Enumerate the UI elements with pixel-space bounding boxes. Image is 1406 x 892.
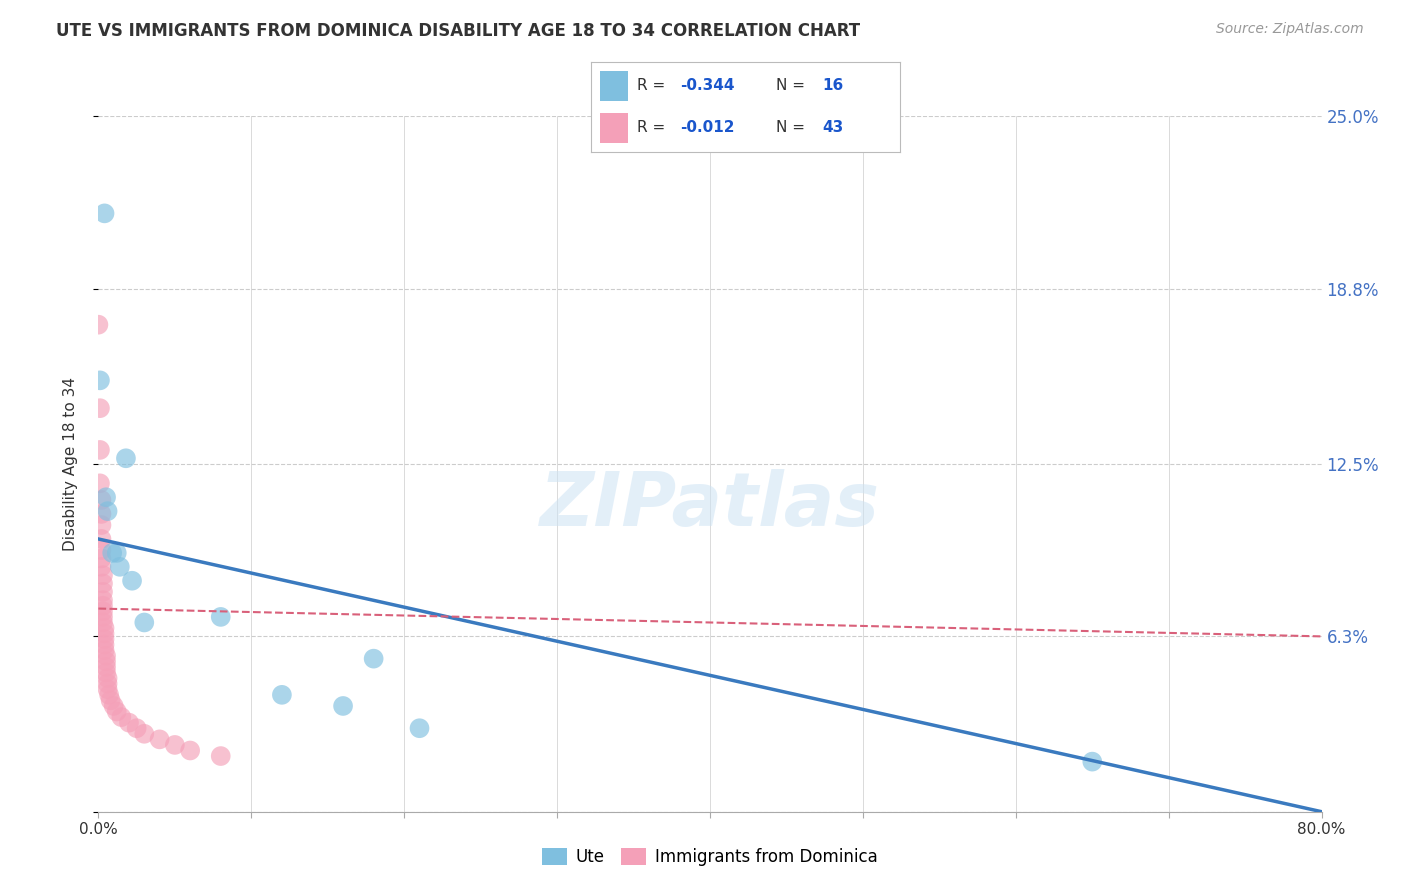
Point [134,727,156,741]
Bar [600,71,627,101]
Point [408,721,430,735]
Text: N =: N = [776,120,810,135]
Point [91,604,114,618]
Point [363,651,385,665]
Point [89,442,111,457]
Point [91,568,114,582]
Text: R =: R = [637,78,671,93]
Point [90,543,112,558]
Text: UTE VS IMMIGRANTS FROM DOMINICA DISABILITY AGE 18 TO 34 CORRELATION CHART: UTE VS IMMIGRANTS FROM DOMINICA DISABILI… [56,22,860,40]
Point [90,518,112,533]
Point [94,490,117,504]
Point [93,206,115,220]
Point [98,688,121,702]
Point [101,546,124,560]
Point [163,738,186,752]
Text: N =: N = [776,78,810,93]
Point [97,676,120,690]
Point [115,451,138,466]
Point [94,648,117,663]
Point [90,493,112,508]
Point [93,626,115,640]
Point [87,318,110,332]
Point [91,593,114,607]
Point [93,632,115,647]
Point [100,693,122,707]
Point [89,401,111,416]
Point [209,610,232,624]
Point [91,585,114,599]
Point [91,576,114,591]
Point [1081,755,1104,769]
Point [91,610,114,624]
Point [93,621,115,635]
Point [90,532,112,546]
Point [97,504,120,518]
Point [90,559,112,574]
Text: -0.012: -0.012 [681,120,735,135]
Point [89,476,111,491]
Point [179,743,201,757]
Point [94,660,117,674]
Point [108,559,131,574]
Point [90,551,112,566]
Legend: Ute, Immigrants from Dominica: Ute, Immigrants from Dominica [536,841,884,873]
Text: -0.344: -0.344 [681,78,735,93]
Point [134,615,156,630]
Point [89,373,111,387]
Point [97,682,120,697]
Text: 16: 16 [823,78,844,93]
Point [105,705,128,719]
Text: Source: ZipAtlas.com: Source: ZipAtlas.com [1216,22,1364,37]
Point [149,732,172,747]
Point [91,599,114,613]
Point [90,507,112,521]
Point [93,638,115,652]
Point [97,671,120,685]
Point [125,721,148,735]
Y-axis label: Disability Age 18 to 34: Disability Age 18 to 34 [63,376,77,551]
Point [121,574,143,588]
Point [110,710,132,724]
Point [103,698,125,713]
Point [94,655,117,669]
Point [91,615,114,630]
Point [209,749,232,764]
Text: R =: R = [637,120,671,135]
Point [332,698,354,713]
Point [93,643,115,657]
Bar [600,113,627,143]
Point [105,546,128,560]
Text: 43: 43 [823,120,844,135]
Point [270,688,292,702]
Text: ZIPatlas: ZIPatlas [540,469,880,542]
Point [118,715,141,730]
Point [94,665,117,680]
